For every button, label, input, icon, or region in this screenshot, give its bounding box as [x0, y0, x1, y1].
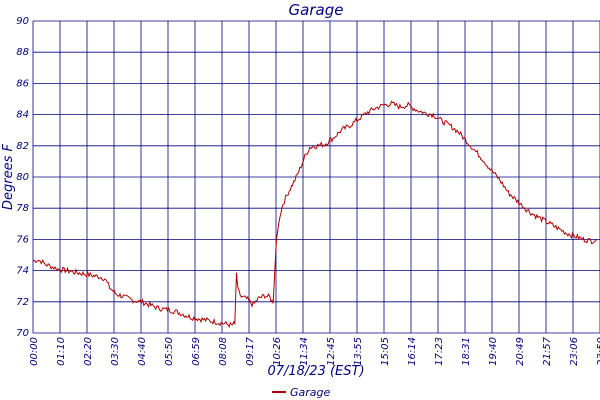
x-tick-label: 00:00: [29, 337, 40, 366]
y-axis-label: Degrees F: [1, 143, 16, 210]
x-axis-label: 07/18/23 (EST): [267, 364, 364, 379]
x-tick-label: 23:59: [596, 337, 600, 366]
y-tick-label: 86: [16, 78, 29, 89]
x-tick-label: 09:17: [245, 336, 256, 365]
y-tick-label: 74: [16, 266, 29, 277]
x-tick-label: 06:59: [191, 337, 202, 366]
x-tick-label: 12:45: [326, 337, 337, 366]
x-tick-label: 02:20: [83, 337, 94, 366]
y-tick-label: 84: [16, 110, 29, 121]
x-tick-label: 16:14: [407, 337, 418, 366]
y-tick-label: 78: [16, 203, 29, 214]
x-tick-label: 10:26: [272, 337, 283, 366]
x-tick-label: 01:10: [56, 337, 67, 366]
x-tick-label: 04:40: [137, 337, 148, 366]
legend: Garage: [272, 386, 331, 399]
x-axis-ticks: 00:00 01:10 02:20 03:30 04:40 05:50 06:59 08:08…: [29, 336, 600, 365]
y-tick-label: 72: [16, 297, 29, 308]
x-tick-label: 23:06: [569, 337, 580, 366]
series-garage-line: [32, 100, 598, 329]
x-tick-label: 03:30: [110, 337, 121, 366]
x-tick-label: 15:05: [380, 337, 391, 366]
y-tick-label: 90: [16, 16, 29, 27]
y-tick-label: 82: [16, 141, 29, 152]
chart-title: Garage: [289, 1, 344, 19]
x-tick-label: 08:08: [218, 337, 229, 366]
x-tick-label: 05:50: [164, 337, 175, 366]
y-tick-label: 88: [16, 47, 29, 58]
x-tick-label: 21:57: [542, 336, 553, 365]
x-tick-label: 20:49: [515, 337, 526, 366]
x-tick-label: 19:40: [488, 337, 499, 366]
legend-label-garage: Garage: [290, 386, 331, 399]
x-tick-label: 18:31: [461, 337, 472, 366]
y-tick-label: 76: [16, 234, 29, 245]
y-tick-label: 80: [16, 172, 29, 183]
x-tick-label: 11:34: [299, 337, 310, 366]
x-tick-label: 17:23: [434, 337, 445, 366]
grid: [32, 20, 600, 334]
y-axis-ticks: 70 72 74 76 78 80 82 84 86 88 90: [16, 16, 29, 339]
y-tick-label: 70: [16, 328, 29, 339]
x-tick-label: 13:55: [353, 337, 364, 366]
